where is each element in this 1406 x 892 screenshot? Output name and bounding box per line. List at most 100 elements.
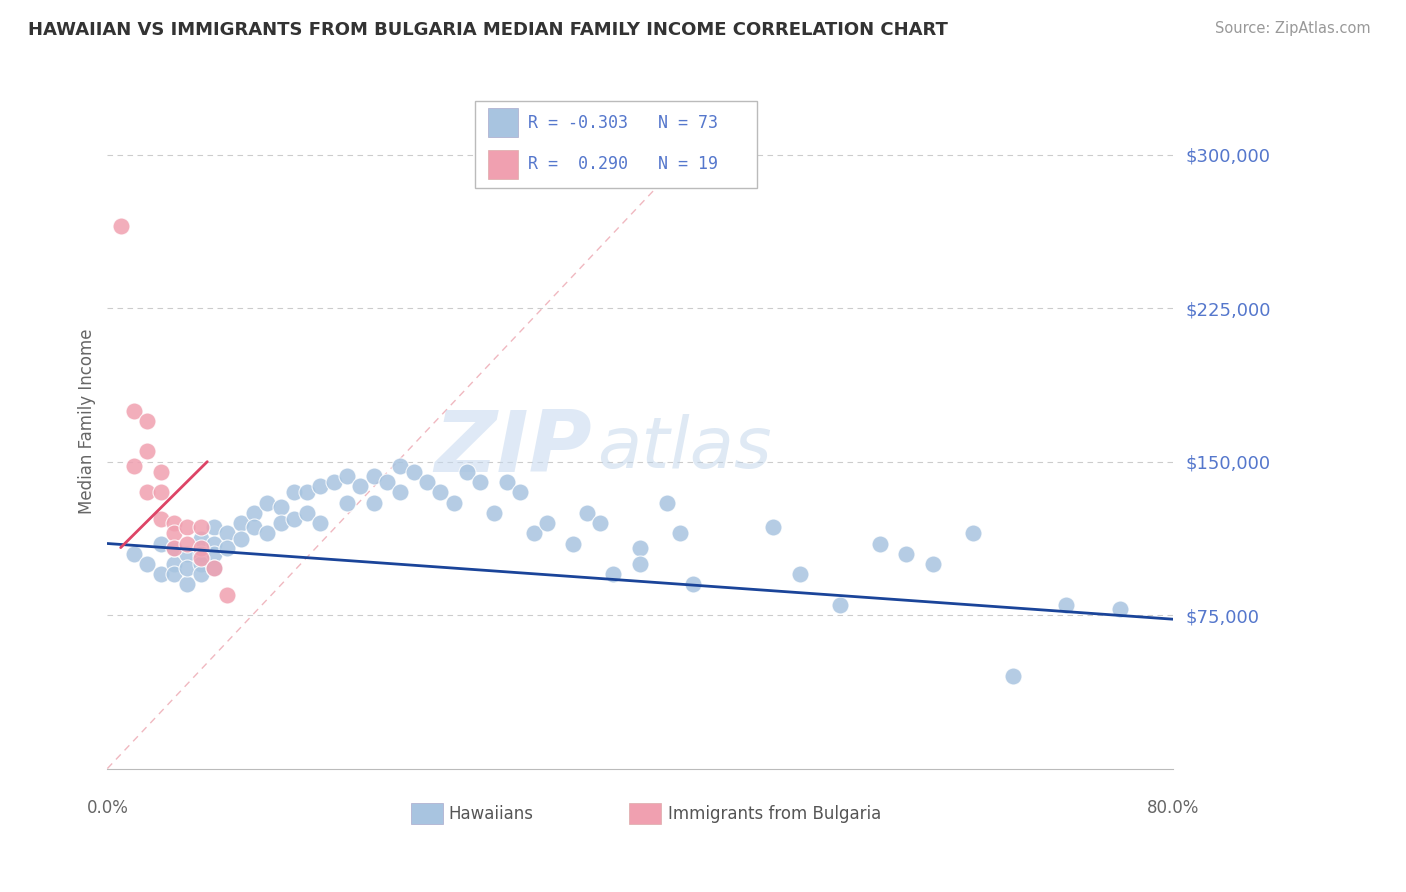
Point bbox=[136, 557, 159, 571]
Text: HAWAIIAN VS IMMIGRANTS FROM BULGARIA MEDIAN FAMILY INCOME CORRELATION CHART: HAWAIIAN VS IMMIGRANTS FROM BULGARIA MED… bbox=[28, 21, 948, 38]
Point bbox=[163, 516, 186, 530]
Text: ZIP: ZIP bbox=[434, 407, 592, 490]
Point bbox=[456, 465, 478, 479]
Point bbox=[1001, 669, 1024, 683]
Point bbox=[149, 536, 172, 550]
Point bbox=[682, 577, 704, 591]
Bar bbox=[630, 804, 661, 824]
Point bbox=[217, 588, 239, 602]
Point bbox=[336, 495, 359, 509]
Point bbox=[443, 495, 465, 509]
Point bbox=[202, 561, 225, 575]
Point bbox=[789, 567, 811, 582]
Point bbox=[243, 506, 266, 520]
Point bbox=[190, 547, 212, 561]
Point bbox=[389, 485, 412, 500]
Point bbox=[470, 475, 492, 490]
Point bbox=[190, 541, 212, 555]
Point bbox=[1054, 598, 1077, 612]
Point bbox=[149, 465, 172, 479]
Point bbox=[1108, 602, 1130, 616]
Text: R = -0.303   N = 73: R = -0.303 N = 73 bbox=[529, 113, 718, 132]
Point bbox=[349, 479, 371, 493]
Point bbox=[575, 506, 598, 520]
Point bbox=[136, 485, 159, 500]
Point bbox=[309, 516, 332, 530]
Point bbox=[602, 567, 624, 582]
Point bbox=[828, 598, 851, 612]
Point bbox=[896, 547, 918, 561]
Point bbox=[163, 541, 186, 555]
Point bbox=[136, 414, 159, 428]
Point bbox=[322, 475, 344, 490]
Point bbox=[190, 557, 212, 571]
Point bbox=[295, 485, 318, 500]
Text: R =  0.290   N = 19: R = 0.290 N = 19 bbox=[529, 155, 718, 173]
Point bbox=[762, 520, 785, 534]
Point bbox=[149, 512, 172, 526]
Point bbox=[229, 533, 252, 547]
Text: 0.0%: 0.0% bbox=[86, 799, 128, 817]
Point bbox=[217, 526, 239, 541]
Y-axis label: Median Family Income: Median Family Income bbox=[79, 328, 96, 514]
Point bbox=[270, 500, 292, 514]
Point bbox=[110, 219, 132, 234]
Text: Source: ZipAtlas.com: Source: ZipAtlas.com bbox=[1215, 21, 1371, 36]
Point bbox=[243, 520, 266, 534]
Point bbox=[202, 520, 225, 534]
Point bbox=[136, 444, 159, 458]
Point bbox=[309, 479, 332, 493]
Point bbox=[922, 557, 945, 571]
Bar bbox=[488, 108, 517, 137]
Point bbox=[482, 506, 505, 520]
FancyBboxPatch shape bbox=[475, 101, 758, 187]
Bar bbox=[411, 804, 443, 824]
Point bbox=[176, 536, 198, 550]
Text: 80.0%: 80.0% bbox=[1147, 799, 1199, 817]
Point bbox=[363, 495, 385, 509]
Point bbox=[149, 567, 172, 582]
Point bbox=[509, 485, 531, 500]
Point bbox=[375, 475, 398, 490]
Point bbox=[163, 526, 186, 541]
Point bbox=[429, 485, 451, 500]
Point bbox=[589, 516, 612, 530]
Point bbox=[869, 536, 891, 550]
Bar bbox=[488, 150, 517, 179]
Point bbox=[176, 547, 198, 561]
Point bbox=[283, 485, 305, 500]
Point bbox=[628, 541, 651, 555]
Point bbox=[149, 485, 172, 500]
Point bbox=[190, 550, 212, 565]
Text: Hawaiians: Hawaiians bbox=[449, 805, 533, 822]
Point bbox=[176, 577, 198, 591]
Point bbox=[416, 475, 439, 490]
Point bbox=[122, 458, 145, 473]
Point bbox=[229, 516, 252, 530]
Point bbox=[496, 475, 519, 490]
Point bbox=[536, 516, 558, 530]
Point bbox=[163, 541, 186, 555]
Text: atlas: atlas bbox=[598, 414, 772, 483]
Point bbox=[522, 526, 544, 541]
Point bbox=[176, 561, 198, 575]
Point bbox=[283, 512, 305, 526]
Point bbox=[628, 557, 651, 571]
Point bbox=[190, 533, 212, 547]
Point bbox=[562, 536, 585, 550]
Point bbox=[190, 520, 212, 534]
Point bbox=[962, 526, 984, 541]
Point bbox=[202, 561, 225, 575]
Point bbox=[669, 526, 692, 541]
Point bbox=[122, 403, 145, 417]
Point bbox=[336, 469, 359, 483]
Point bbox=[163, 567, 186, 582]
Point bbox=[163, 557, 186, 571]
Point bbox=[190, 567, 212, 582]
Point bbox=[217, 541, 239, 555]
Point bbox=[270, 516, 292, 530]
Point bbox=[202, 536, 225, 550]
Point bbox=[256, 526, 278, 541]
Point bbox=[402, 465, 425, 479]
Point bbox=[256, 495, 278, 509]
